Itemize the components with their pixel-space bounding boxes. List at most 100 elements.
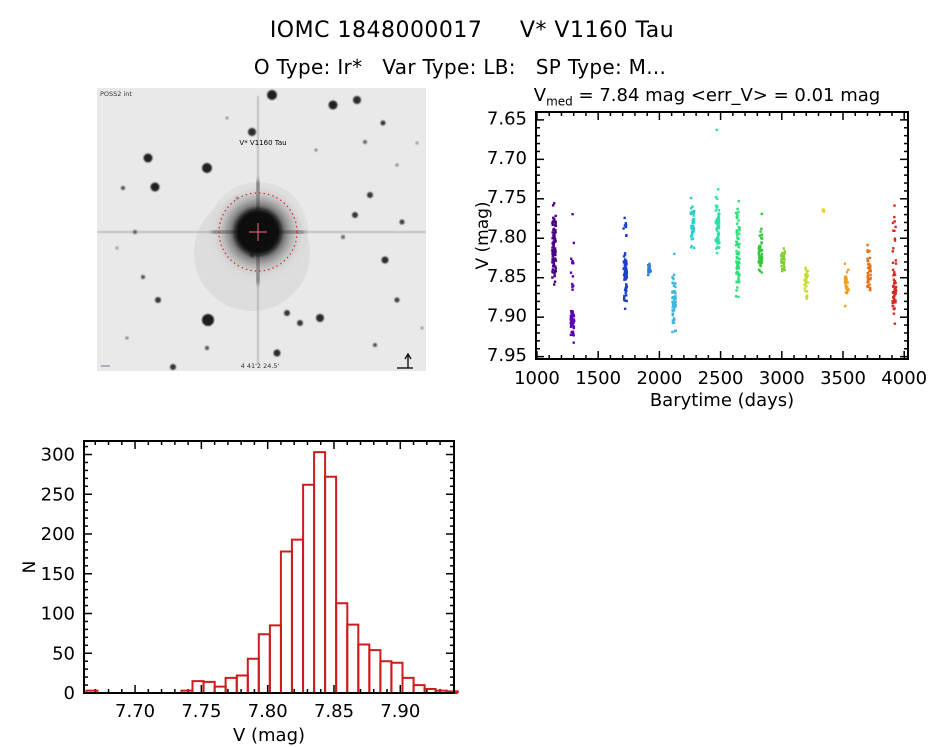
data-point <box>623 252 627 255</box>
data-point <box>757 247 760 250</box>
data-point <box>673 306 676 310</box>
histogram-bar <box>202 680 216 693</box>
data-point <box>569 321 572 325</box>
data-point <box>844 304 847 308</box>
histogram-bar <box>290 538 304 693</box>
data-point <box>866 271 869 275</box>
data-point <box>844 284 847 288</box>
star <box>121 186 125 190</box>
data-point <box>735 231 738 235</box>
data-point <box>690 244 693 248</box>
data-point <box>673 291 677 294</box>
data-point <box>734 211 738 215</box>
data-point <box>891 268 895 272</box>
data-point <box>759 245 762 248</box>
x-tick-label: 2000 <box>636 368 682 389</box>
histogram-bar <box>346 623 360 693</box>
data-point <box>622 227 625 230</box>
data-point <box>805 276 808 279</box>
data-point <box>866 257 869 260</box>
y-tick-label: 300 <box>41 445 75 466</box>
data-point <box>692 211 696 214</box>
data-point <box>892 308 895 311</box>
data-point <box>892 274 895 277</box>
data-point <box>822 208 826 212</box>
data-point <box>673 297 677 300</box>
data-point <box>735 240 738 243</box>
data-point <box>805 290 809 293</box>
data-point <box>553 251 557 255</box>
data-point <box>551 237 554 240</box>
data-point <box>891 250 894 253</box>
data-point <box>717 227 720 230</box>
data-point <box>674 282 677 285</box>
data-point <box>760 271 763 274</box>
data-point <box>780 260 783 263</box>
data-point <box>569 271 573 274</box>
y-tick-label: 7.70 <box>487 148 527 169</box>
data-point <box>893 229 896 232</box>
data-point <box>715 227 718 230</box>
compass-icon <box>397 352 413 369</box>
y-tick-label: 50 <box>52 643 75 664</box>
data-point <box>867 280 870 283</box>
data-point <box>893 220 896 223</box>
data-point <box>780 261 783 264</box>
data-point <box>735 249 738 253</box>
data-point <box>847 268 850 271</box>
data-point <box>672 304 675 307</box>
data-point <box>803 287 806 290</box>
y-tick-label: 7.65 <box>487 108 527 129</box>
plot-frame <box>535 111 909 360</box>
data-point <box>758 250 761 253</box>
star <box>373 343 377 347</box>
data-point <box>737 210 740 214</box>
data-point <box>624 225 628 229</box>
data-point <box>846 285 849 288</box>
data-point <box>738 242 741 246</box>
data-point <box>780 268 784 271</box>
data-point <box>757 253 761 256</box>
data-point <box>735 229 738 232</box>
data-point <box>758 255 761 259</box>
data-point <box>624 263 627 266</box>
data-point <box>894 259 897 262</box>
data-point <box>845 290 849 293</box>
data-point <box>689 196 693 200</box>
data-point <box>717 246 720 249</box>
data-point <box>718 212 721 216</box>
data-point <box>758 269 762 273</box>
survey-label: POSS2 int <box>100 90 132 98</box>
data-point <box>892 298 896 301</box>
data-point <box>569 318 573 321</box>
data-point <box>572 341 575 344</box>
data-point <box>783 258 786 261</box>
data-point <box>674 300 677 303</box>
data-point <box>551 268 555 271</box>
data-point <box>622 261 626 264</box>
data-point <box>757 260 761 263</box>
data-point <box>844 276 847 279</box>
data-point <box>735 256 739 259</box>
data-point <box>623 307 627 310</box>
data-point <box>866 266 870 270</box>
data-point <box>783 265 786 268</box>
data-point <box>571 321 574 324</box>
data-point <box>692 214 695 217</box>
lightcurve-title-sub: med <box>546 94 573 109</box>
histogram-bar <box>368 649 382 693</box>
data-point <box>782 247 785 250</box>
data-point <box>625 275 628 279</box>
data-point <box>716 225 719 228</box>
data-point <box>552 264 556 267</box>
data-point <box>551 221 554 224</box>
data-point <box>805 272 808 275</box>
data-point <box>551 249 554 252</box>
star <box>314 148 318 152</box>
data-point <box>552 253 555 257</box>
data-point <box>760 254 763 258</box>
data-point <box>623 216 626 220</box>
data-point <box>891 221 895 225</box>
data-point <box>692 218 696 221</box>
data-point <box>647 268 650 272</box>
